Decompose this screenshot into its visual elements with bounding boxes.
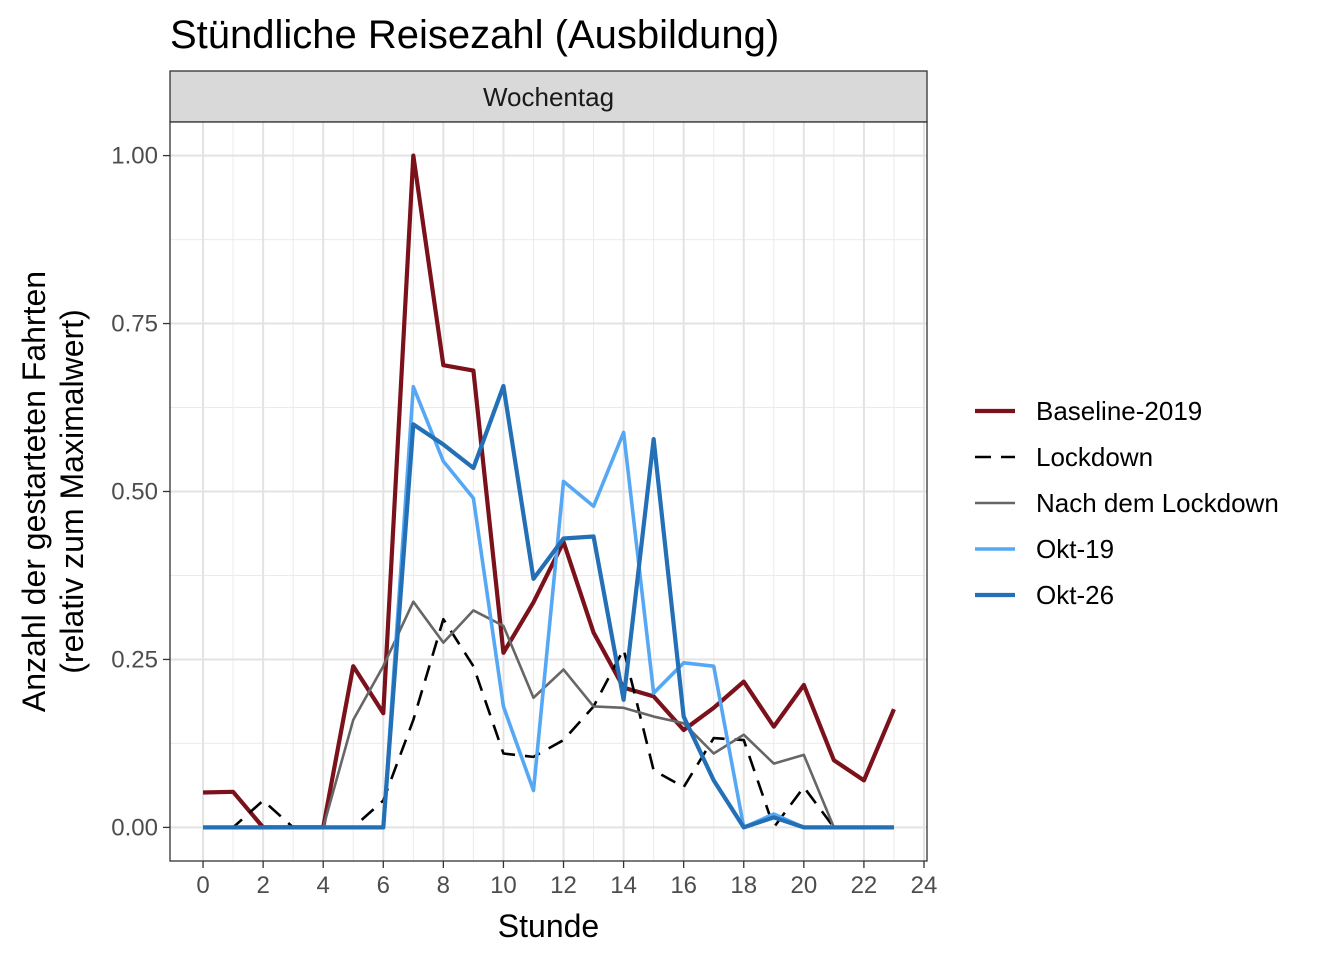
legend: Baseline-2019 Lockdown Nach dem Lockdown Ok… — [975, 396, 1279, 610]
chart-title: Stündliche Reisezahl (Ausbildung) — [170, 13, 779, 57]
y-axis-title-line-2: (relativ zum Maximalwert) — [54, 309, 90, 673]
y-axis: 0.00 0.25 0.50 0.75 1.00 — [111, 143, 170, 841]
x-tick-label: 6 — [377, 872, 390, 899]
facet-strip — [169, 70, 928, 123]
x-tick-label: 8 — [437, 872, 450, 899]
y-tick-label: 0.75 — [111, 311, 158, 338]
y-tick-label: 0.50 — [111, 479, 158, 506]
y-tick-label: 0.25 — [111, 646, 158, 673]
facet-strip-label: Wochentag — [483, 82, 614, 112]
x-tick-label: 16 — [670, 872, 697, 899]
x-axis-title: Stunde — [498, 908, 599, 944]
x-tick-label: 12 — [550, 872, 577, 899]
series-line-okt-26 — [203, 383, 894, 830]
legend-label: Nach dem Lockdown — [1036, 488, 1279, 518]
x-tick-label: 4 — [317, 872, 330, 899]
x-tick-label: 2 — [256, 872, 269, 899]
x-tick-label: 24 — [911, 872, 938, 899]
legend-label: Lockdown — [1036, 442, 1153, 472]
x-tick-label: 10 — [490, 872, 517, 899]
legend-label: Baseline-2019 — [1036, 396, 1202, 426]
y-tick-label: 0.00 — [111, 814, 158, 841]
legend-label: Okt-26 — [1036, 580, 1114, 610]
x-tick-label: 14 — [610, 872, 637, 899]
x-tick-label: 22 — [851, 872, 878, 899]
grid-major — [170, 122, 927, 861]
x-tick-label: 0 — [196, 872, 209, 899]
y-axis-title-line-1: Anzahl der gestarteten Fahrten — [16, 271, 52, 712]
series-layer — [202, 153, 896, 830]
legend-label: Okt-19 — [1036, 534, 1114, 564]
x-tick-label: 20 — [790, 872, 817, 899]
x-axis: 0 2 4 6 8 10 12 14 16 18 20 22 24 — [196, 861, 937, 899]
y-tick-label: 1.00 — [111, 143, 158, 170]
x-tick-label: 18 — [730, 872, 757, 899]
